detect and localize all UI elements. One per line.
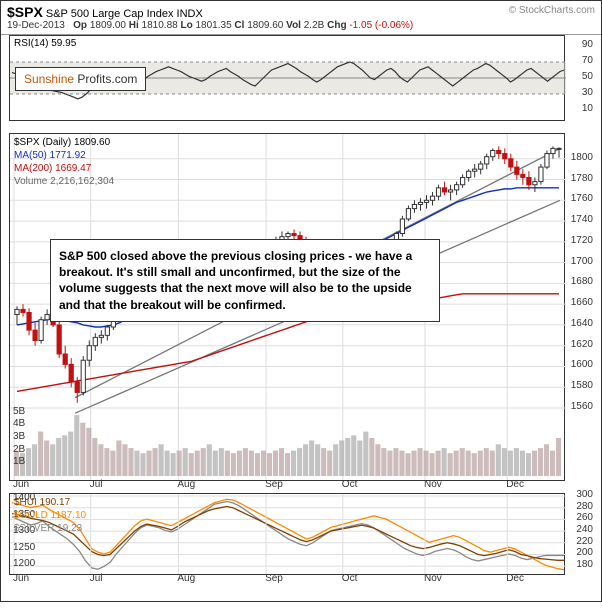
price-ytick: 1780: [571, 173, 593, 184]
index-name: S&P 500 Large Cap Index INDX: [46, 8, 203, 20]
price-ytick: 1760: [571, 193, 593, 204]
logo-part1: Sunshine: [24, 72, 77, 86]
price-ytick: 1720: [571, 235, 593, 246]
high-val: 1810.88: [142, 20, 178, 31]
month-label-bottom: Nov: [424, 573, 442, 615]
volume-ytick: 3B: [13, 431, 25, 442]
low-val: 1801.35: [195, 20, 231, 31]
chart-header: © StockCharts.com $SPX S&P 500 Large Cap…: [1, 1, 601, 35]
open-val: 1809.00: [90, 20, 126, 31]
date-text: 19-Dec-2013: [7, 20, 65, 31]
volume-ytick: 5B: [13, 406, 25, 417]
price-ytick: 1800: [571, 152, 593, 163]
ohlc-row: 19-Dec-2013 Op 1809.00 Hi 1810.88 Lo 180…: [7, 20, 595, 31]
rsi-ytick: 10: [582, 103, 593, 114]
ticker-symbol: $SPX: [7, 4, 43, 20]
month-label-bottom: Dec: [506, 573, 524, 615]
price-ytick: 1600: [571, 359, 593, 370]
rsi-ytick: 30: [582, 87, 593, 98]
main-title: $SPX (Daily) 1809.60: [14, 136, 114, 149]
volume-ytick: 4B: [13, 418, 25, 429]
low-label: Lo: [180, 20, 192, 31]
month-label-bottom: Aug: [177, 573, 195, 615]
metals-ytick-l: 1200: [13, 558, 35, 569]
ma200-label: MA(200) 1669.47: [14, 162, 114, 175]
gold-label: $GOLD 1187.10: [14, 509, 86, 522]
price-ytick: 1740: [571, 214, 593, 225]
price-ytick: 1580: [571, 380, 593, 391]
month-label-bottom: Jun: [13, 573, 29, 615]
volume-label: Volume 2,216,162,304: [14, 175, 114, 188]
volume-ytick: 2B: [13, 444, 25, 455]
silver-label: $SILVER 19.23: [14, 522, 86, 535]
logo-badge: Sunshine Profits.com: [15, 67, 146, 91]
metals-ytick-r: 240: [576, 524, 593, 535]
month-label-bottom: Sep: [265, 573, 283, 615]
chg-val: -1.05 (-0.06%): [349, 20, 413, 31]
rsi-ytick: 70: [582, 55, 593, 66]
vol-label: Vol: [286, 20, 301, 31]
volume-ytick: 1B: [13, 456, 25, 467]
month-label-bottom: Oct: [342, 573, 358, 615]
close-label: Cl: [234, 20, 244, 31]
price-ytick: 1640: [571, 318, 593, 329]
hui-label: $HUI 190.17: [14, 496, 86, 509]
price-ytick: 1660: [571, 297, 593, 308]
price-ytick: 1560: [571, 401, 593, 412]
rsi-label: RSI(14) 59.95: [14, 38, 76, 49]
ma50-label: MA(50) 1771.92: [14, 149, 114, 162]
open-label: Op: [73, 20, 87, 31]
metals-ytick-r: 180: [576, 559, 593, 570]
rsi-ytick: 90: [582, 39, 593, 50]
metals-ytick-r: 260: [576, 512, 593, 523]
price-ytick: 1680: [571, 276, 593, 287]
chart-container: © StockCharts.com $SPX S&P 500 Large Cap…: [0, 0, 602, 602]
rsi-ytick: 50: [582, 71, 593, 82]
metals-ytick-r: 220: [576, 536, 593, 547]
metals-ytick-l: 1250: [13, 542, 35, 553]
main-labels: $SPX (Daily) 1809.60 MA(50) 1771.92 MA(2…: [14, 136, 114, 188]
vol-val: 2.2B: [304, 20, 325, 31]
metals-ytick-r: 300: [576, 489, 593, 500]
metals-ytick-r: 200: [576, 547, 593, 558]
watermark-text: © StockCharts.com: [509, 5, 595, 16]
annotation-box: S&P 500 closed above the previous closin…: [50, 239, 440, 322]
main-panel: $SPX (Daily) 1809.60 MA(50) 1771.92 MA(2…: [9, 133, 565, 481]
price-ytick: 1620: [571, 339, 593, 350]
high-label: Hi: [129, 20, 139, 31]
logo-part2: Profits.com: [77, 72, 137, 86]
metals-ytick-r: 280: [576, 501, 593, 512]
close-val: 1809.60: [247, 20, 283, 31]
bottom-labels: $HUI 190.17 $GOLD 1187.10 $SILVER 19.23: [14, 496, 86, 535]
price-ytick: 1700: [571, 256, 593, 267]
month-label-bottom: Jul: [90, 573, 103, 615]
chg-label: Chg: [327, 20, 346, 31]
